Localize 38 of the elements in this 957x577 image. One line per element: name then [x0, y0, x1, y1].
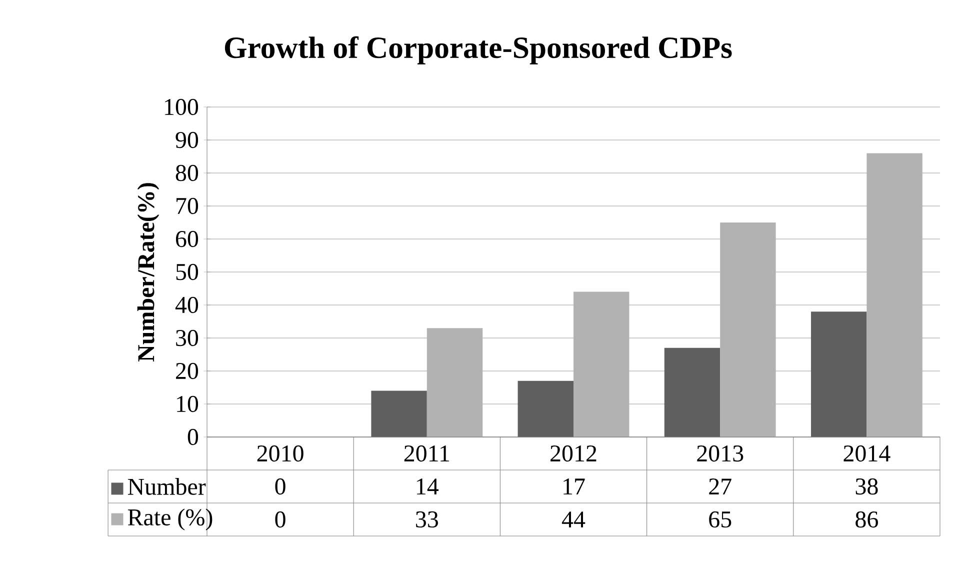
bar: [866, 153, 922, 437]
x-tick-label: 2010: [257, 445, 304, 462]
y-tick-label: 90: [176, 132, 198, 148]
bar: [720, 222, 776, 437]
y-tick-label: 50: [176, 264, 198, 280]
y-tick-label: 80: [176, 164, 198, 182]
y-tick-label: 100: [165, 98, 198, 116]
y-tick-label: 0: [188, 428, 198, 446]
data-label: 38: [856, 478, 878, 495]
y-tick-label: 10: [177, 396, 198, 412]
bar: [664, 348, 720, 437]
data-label: 33: [416, 511, 438, 528]
bar: [574, 292, 630, 437]
y-tick-label: 40: [175, 296, 198, 314]
x-tick-label: 2011: [404, 445, 450, 462]
bar: [518, 380, 574, 437]
data-label: 27: [709, 478, 732, 494]
y-tick-label: 20: [176, 362, 198, 380]
data-label: 65: [709, 511, 732, 528]
x-tick-label: 2013: [697, 445, 744, 462]
data-label: 0: [275, 478, 286, 495]
data-label: 14: [417, 478, 439, 494]
data-label: 0: [275, 511, 286, 528]
bar: [426, 328, 483, 437]
bar: [810, 312, 867, 437]
x-tick-label: 2012: [550, 445, 596, 462]
chart-title: Growth of Corporate-Sponsored CDPs: [224, 36, 732, 64]
y-tick-label: 30: [176, 330, 198, 346]
legend-label: Number: [128, 478, 206, 495]
data-label: 17: [564, 478, 585, 494]
data-label: 86: [856, 511, 878, 528]
bar: [371, 390, 427, 437]
data-label: 44: [562, 512, 586, 528]
y-tick-label: 70: [176, 198, 198, 214]
x-tick-label: 2014: [844, 445, 890, 462]
y-axis-title: Number/Rate(%): [137, 183, 160, 362]
y-tick-label: 60: [176, 230, 198, 248]
legend-label: Rate (%): [128, 508, 212, 530]
